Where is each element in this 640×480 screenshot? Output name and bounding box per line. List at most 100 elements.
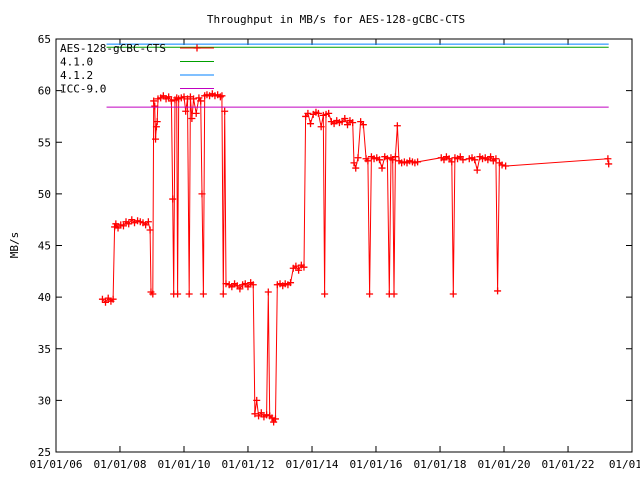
data-point: [111, 223, 119, 231]
data-point: [192, 109, 200, 117]
y-axis: 25 30 35 40 45 50 55 60 65: [38, 33, 632, 459]
data-point: [321, 290, 329, 298]
data-point: [604, 155, 612, 163]
data-point: [151, 102, 159, 110]
data-point: [390, 290, 398, 298]
data-point: [98, 295, 106, 303]
data-point: [102, 298, 110, 306]
data-point: [471, 156, 479, 164]
data-point: [150, 97, 158, 105]
series-aes-128-gcbc-cts: [98, 90, 613, 426]
y-tick-label: 65: [38, 33, 51, 46]
data-point: [144, 218, 152, 226]
data-point: [325, 109, 333, 117]
data-point: [359, 121, 367, 129]
y-tick-label: 45: [38, 240, 51, 253]
data-point: [378, 164, 386, 172]
data-point: [295, 266, 303, 274]
data-point: [263, 411, 271, 419]
x-axis: 01/01/06 01/01/08 01/01/10 01/01/12 01/01/14…: [30, 39, 640, 471]
data-point: [605, 160, 613, 168]
data-point: [222, 280, 230, 288]
data-point: [180, 93, 188, 101]
data-point: [174, 290, 182, 298]
x-tick-label: 01/01/22: [542, 458, 595, 471]
data-point: [314, 109, 322, 117]
y-tick-label: 30: [38, 394, 51, 407]
data-point: [449, 290, 457, 298]
data-point: [366, 290, 374, 298]
data-point: [287, 279, 295, 287]
x-tick-label: 01/01/12: [221, 458, 274, 471]
data-point: [349, 119, 357, 127]
data-point: [251, 410, 259, 418]
data-point: [492, 155, 500, 163]
data-point: [219, 290, 227, 298]
data-point: [257, 409, 265, 417]
data-point: [146, 226, 154, 234]
x-tick-label: 01/01/06: [30, 458, 83, 471]
legend-label-icc-9-0: ICC-9.0: [60, 83, 106, 96]
data-point: [459, 156, 467, 164]
x-tick-label: 01/01/08: [93, 458, 146, 471]
y-axis-label: MB/s: [8, 232, 21, 259]
x-tick-label: 01/01/10: [158, 458, 211, 471]
plot-series: [98, 43, 613, 426]
data-point: [112, 220, 120, 228]
x-tick-label: 01/01/2: [609, 458, 640, 471]
legend-label-aes-128-gcbc-cts: AES-128-gCBC-CTS: [60, 42, 166, 55]
data-point: [185, 290, 193, 298]
y-tick-label: 25: [38, 446, 51, 459]
data-point: [494, 287, 502, 295]
data-point: [216, 93, 224, 101]
data-point: [197, 97, 205, 105]
data-point: [221, 107, 229, 115]
data-point: [244, 283, 252, 291]
data-point: [167, 97, 175, 105]
legend-marker: [193, 44, 201, 52]
data-point: [502, 162, 510, 170]
data-point: [182, 107, 190, 115]
data-point: [344, 121, 352, 129]
data-point: [199, 290, 207, 298]
x-tick-label: 01/01/14: [286, 458, 339, 471]
data-point: [249, 281, 257, 289]
x-tick-label: 01/01/18: [414, 458, 467, 471]
data-point: [352, 164, 360, 172]
data-point: [487, 153, 495, 161]
data-point: [218, 92, 226, 100]
data-point: [414, 158, 422, 166]
data-point: [190, 95, 198, 103]
y-tick-label: 60: [38, 85, 51, 98]
data-point: [198, 190, 206, 198]
data-point: [165, 93, 173, 101]
y-tick-label: 55: [38, 136, 51, 149]
data-point: [304, 109, 312, 117]
data-point: [391, 153, 399, 161]
data-point: [473, 166, 481, 174]
data-point: [350, 159, 358, 167]
plot-frame: [55, 38, 633, 453]
data-point: [498, 161, 506, 169]
data-point: [383, 155, 391, 163]
data-point: [271, 415, 279, 423]
data-point: [264, 288, 272, 296]
data-point: [152, 123, 160, 131]
data-point: [354, 154, 362, 162]
data-point: [268, 414, 276, 422]
data-point: [375, 156, 383, 164]
legend-label-4-1-2: 4.1.2: [60, 69, 93, 82]
data-point: [317, 123, 325, 131]
data-point: [393, 122, 401, 130]
data-point: [236, 285, 244, 293]
data-point: [341, 115, 349, 123]
data-point: [149, 290, 157, 298]
legend-label-4-1-0: 4.1.0: [60, 56, 93, 69]
data-point: [152, 135, 160, 143]
data-point: [292, 262, 300, 270]
data-point: [109, 295, 117, 303]
chart-title: Throughput in MB/s for AES-128-gCBC-CTS: [207, 13, 465, 26]
